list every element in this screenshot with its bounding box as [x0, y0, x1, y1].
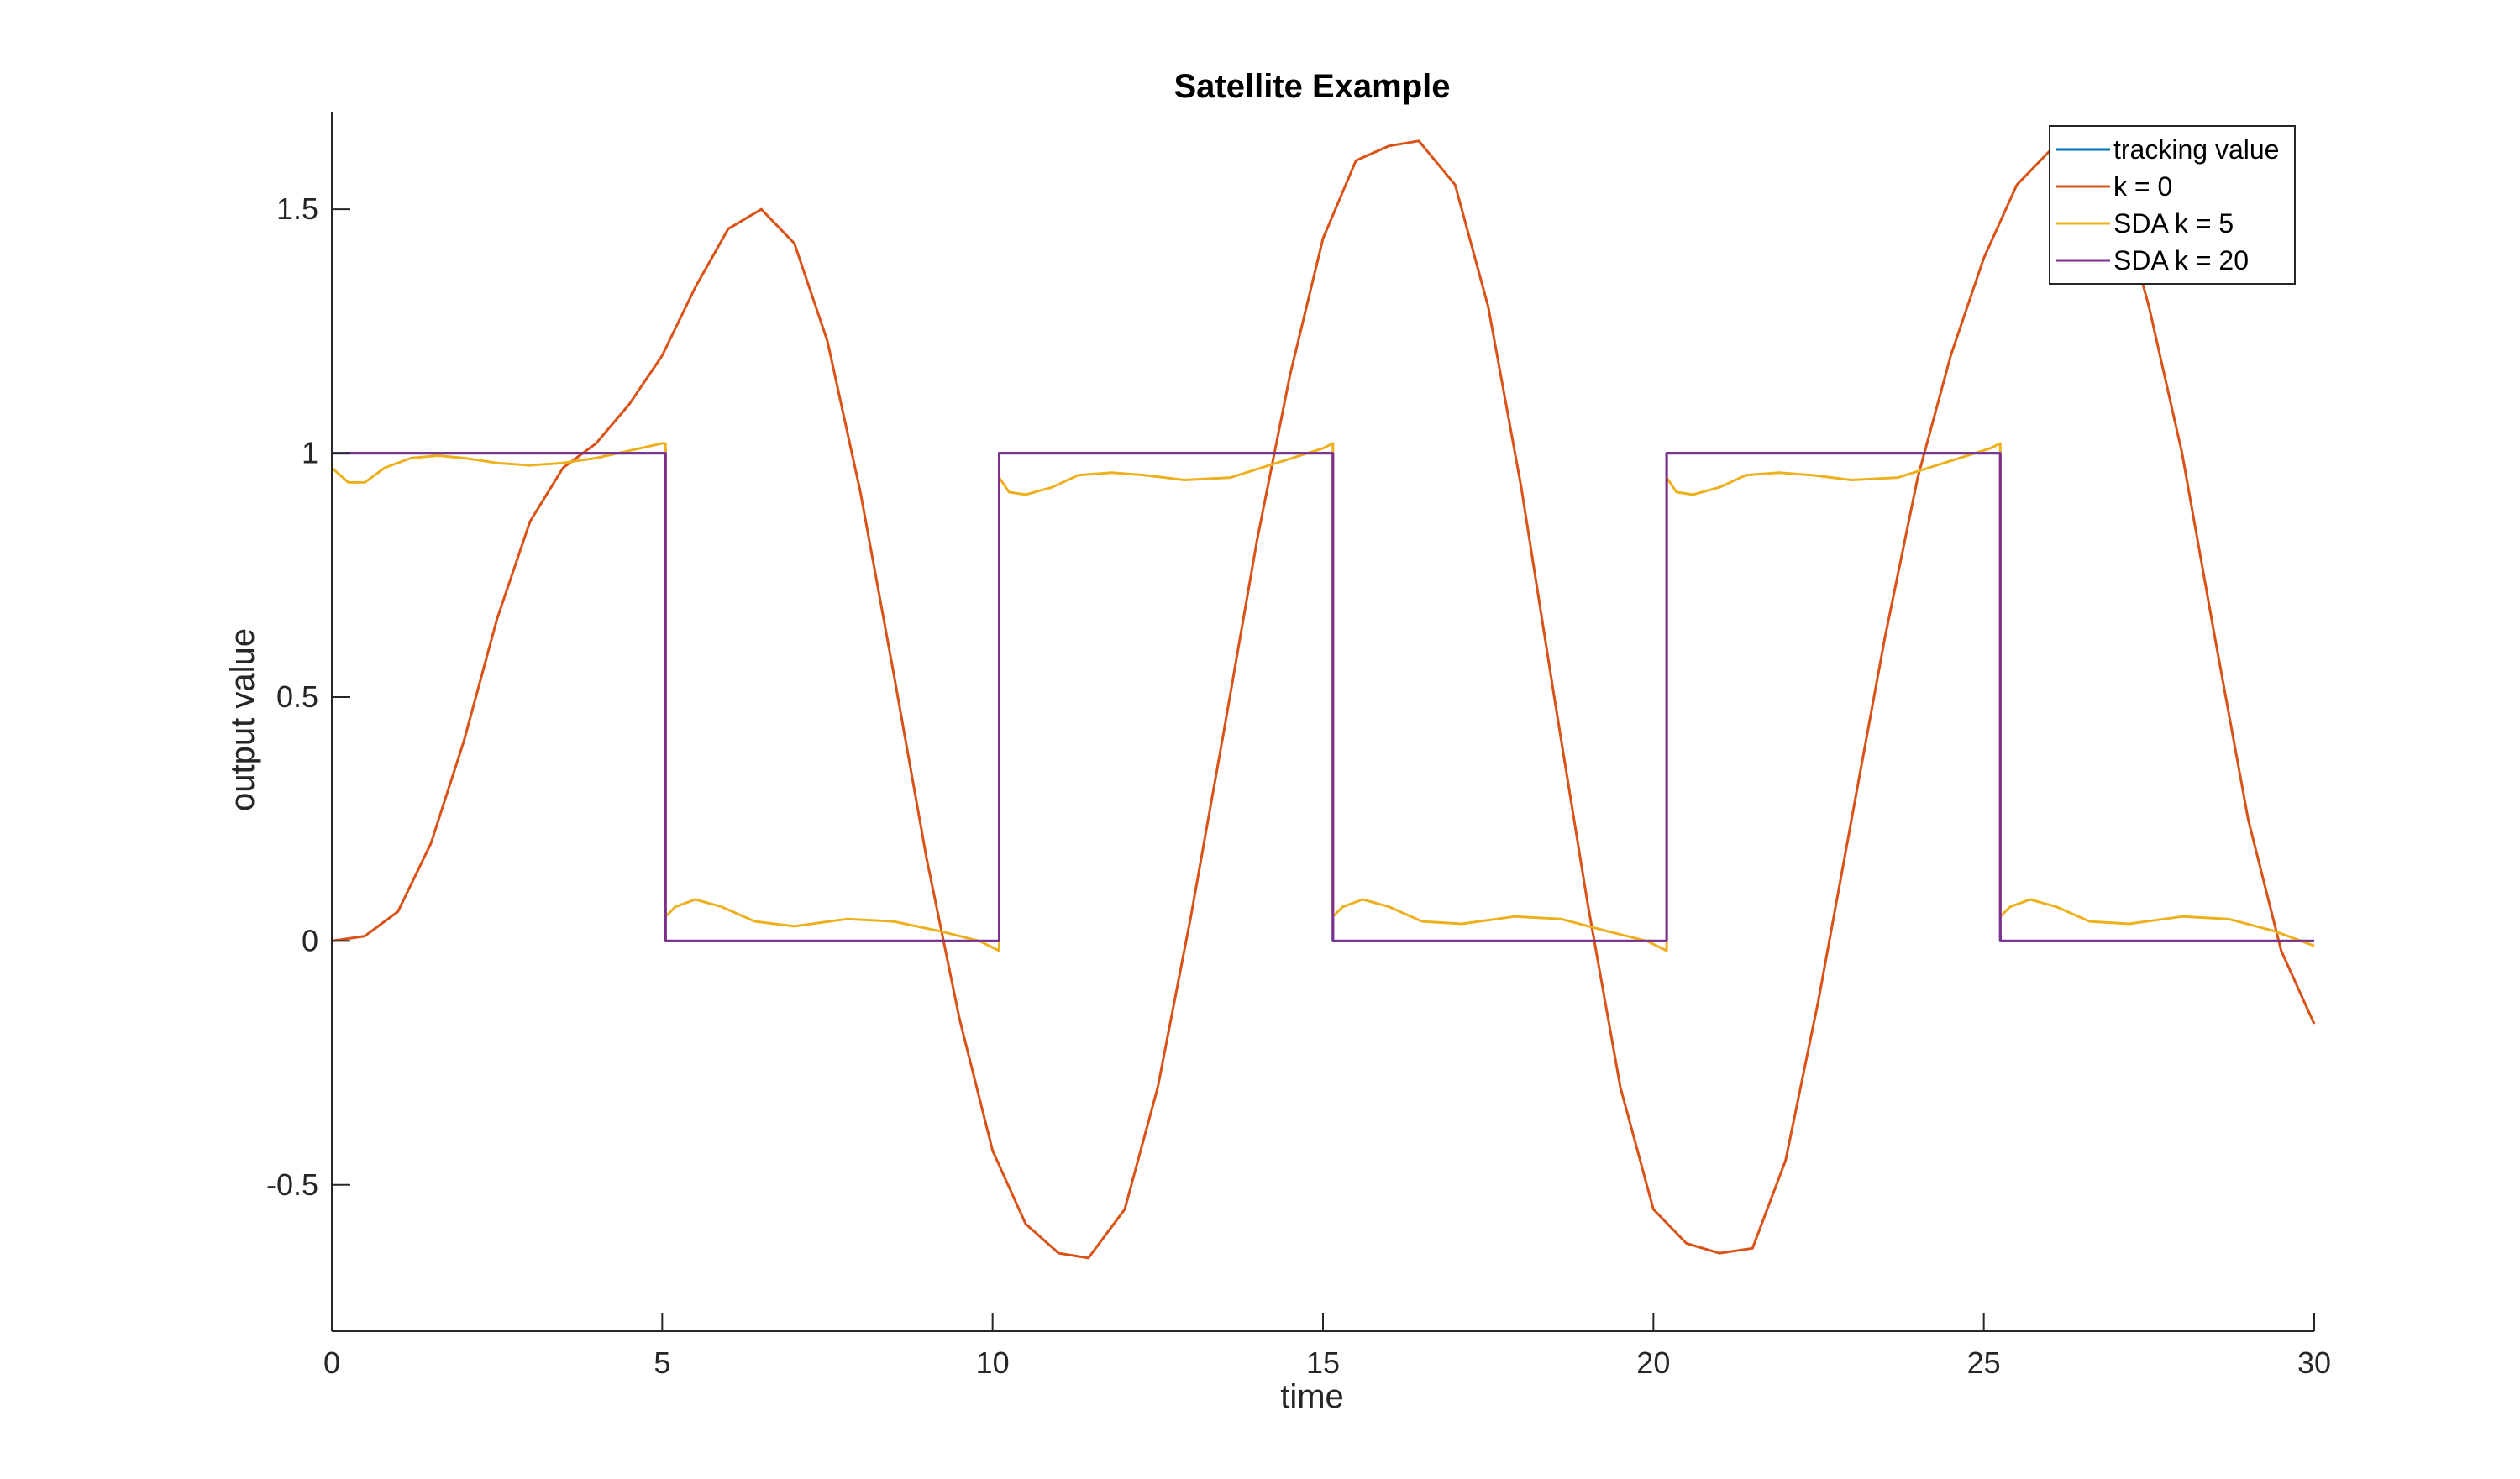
legend-entry-label: SDA k = 20 — [2113, 245, 2249, 275]
y-tick-label: 0 — [302, 923, 318, 957]
x-tick-label: 25 — [1967, 1345, 2001, 1380]
y-tick-label: 0.5 — [276, 679, 318, 714]
series-line-4 — [332, 452, 2314, 942]
x-tick-label: 15 — [1306, 1345, 1340, 1380]
y-axis-label: output value — [224, 628, 261, 811]
series-line-3 — [331, 442, 2315, 952]
y-tick-label: -0.5 — [266, 1167, 318, 1202]
chart-title: Satellite Example — [1173, 68, 1450, 105]
legend-entry-label: tracking value — [2113, 134, 2279, 165]
axes: 0 5 10 15 20 25 30 -0.5 0 0.5 1 1.5 — [266, 112, 2331, 1380]
x-tick-label: 0 — [323, 1345, 340, 1380]
x-axis-label: time — [1280, 1378, 1344, 1415]
legend-entry-label: SDA k = 5 — [2113, 208, 2234, 239]
y-tick-label: 1 — [302, 436, 318, 470]
series-line-2 — [331, 139, 2316, 1260]
y-tick-label: 1.5 — [276, 191, 318, 226]
legend-entry-label: k = 0 — [2113, 171, 2172, 202]
x-tick-label: 30 — [2297, 1345, 2331, 1380]
x-tick-label: 5 — [654, 1345, 670, 1380]
legend: tracking value k = 0 SDA k = 5 SDA k = 20 — [2049, 125, 2296, 285]
series-layer — [331, 139, 2316, 1260]
legend-box — [2049, 125, 2296, 285]
x-tick-label: 20 — [1636, 1345, 1670, 1380]
x-tick-label: 10 — [976, 1345, 1010, 1380]
